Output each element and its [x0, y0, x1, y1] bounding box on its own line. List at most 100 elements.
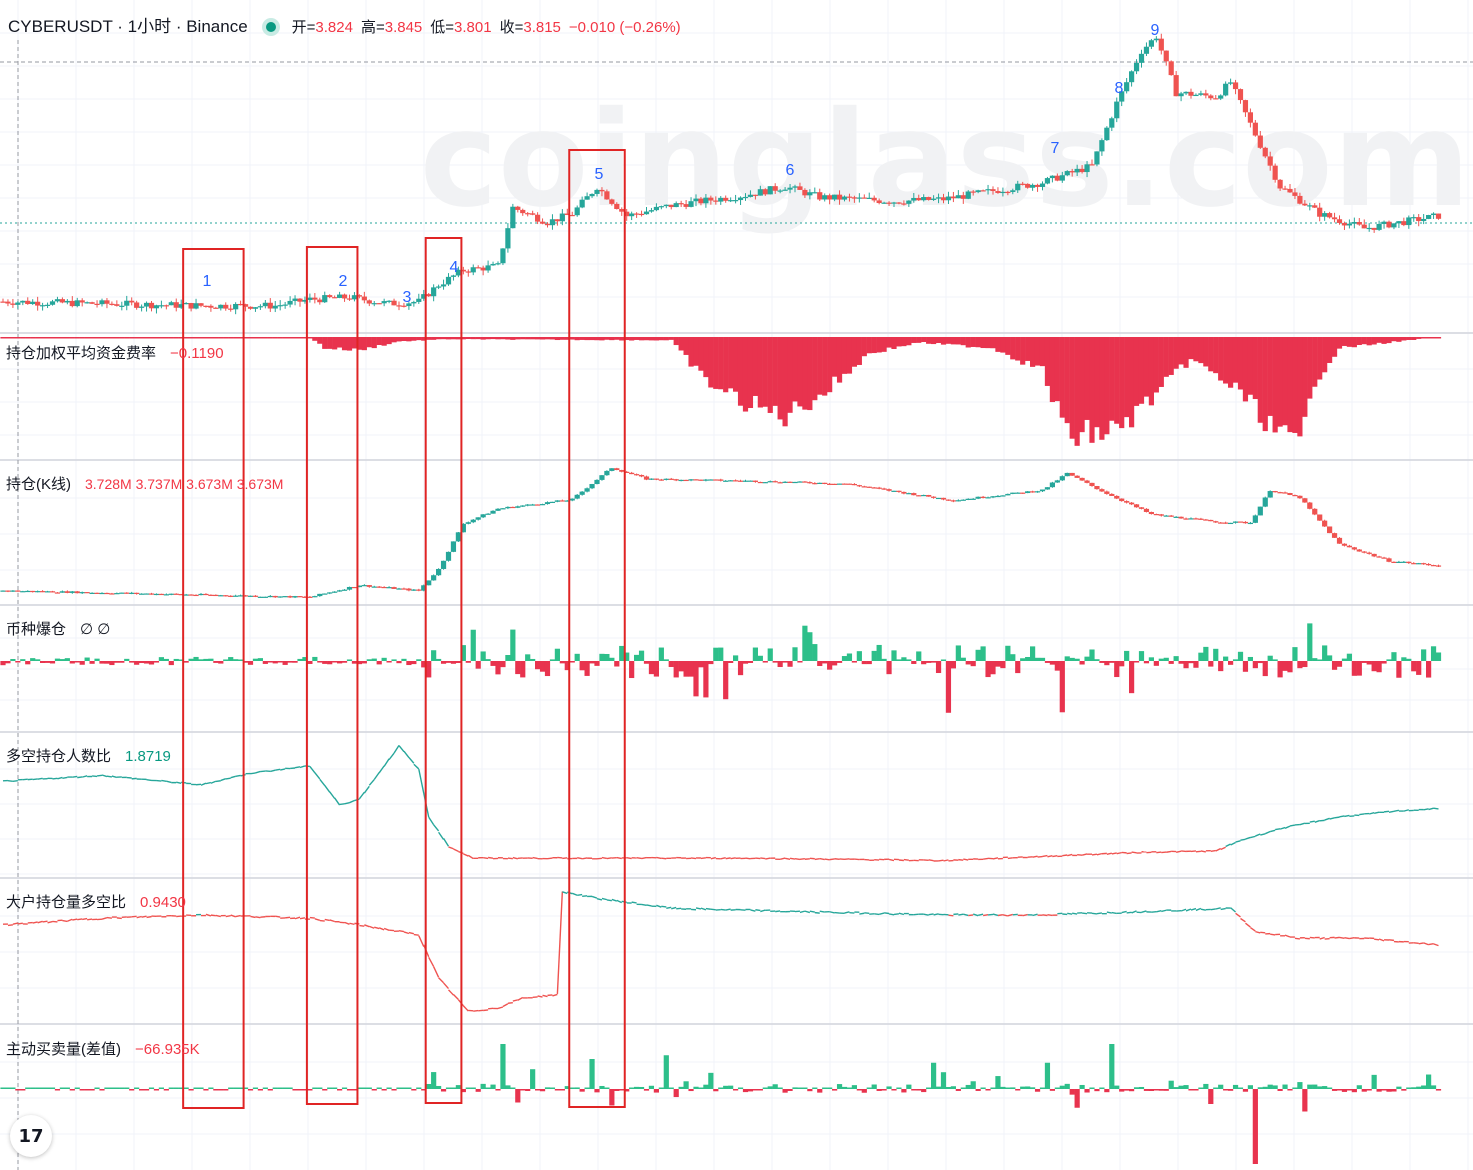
funding-bar: [1416, 337, 1422, 339]
taker-bar-sell: [475, 1089, 481, 1092]
funding-bar: [1044, 337, 1051, 386]
taker-bar-sell: [1435, 1089, 1442, 1091]
price-candle: [653, 206, 659, 211]
funding-bar: [1015, 337, 1021, 361]
liquidation-bar-long: [1322, 645, 1328, 661]
liquidation-bar-long: [35, 659, 41, 661]
taker-bar-buy: [1025, 1086, 1031, 1089]
liquidation-bar-short: [495, 661, 501, 675]
taker-bar-buy: [332, 1087, 338, 1089]
pane-legend-oi[interactable]: 持仓(K线) 3.728M 3.737M 3.673M 3.673M: [6, 476, 284, 493]
price-candle: [1030, 184, 1036, 188]
funding-bar: [312, 337, 318, 341]
taker-bar-buy: [1317, 1086, 1323, 1089]
top-ratio-segment: [329, 919, 335, 923]
oi-candle: [1396, 561, 1402, 564]
tradingview-logo[interactable]: 17: [10, 1115, 52, 1157]
liquidation-bar-short: [1426, 661, 1432, 678]
taker-bar-buy: [25, 1087, 31, 1089]
oi-candle: [728, 480, 734, 482]
ls-ratio-segment: [373, 772, 380, 780]
taker-bar-sell: [525, 1089, 531, 1091]
liquidation-bar-short: [935, 661, 942, 674]
pane-legend-funding[interactable]: 持仓加权平均资金费率 −0.1190: [6, 345, 224, 362]
price-candle: [401, 305, 407, 307]
ls-ratio-segment: [903, 858, 909, 861]
price-candle: [1401, 221, 1407, 226]
funding-bar: [158, 337, 164, 339]
price-candle: [183, 303, 189, 305]
top-ratio-segment: [631, 901, 637, 904]
oi-candle: [109, 593, 115, 595]
pane-legend-taker[interactable]: 主动买卖量(差值) −66.935K: [6, 1041, 200, 1058]
ls-ratio-segment: [789, 857, 796, 860]
price-candle: [1148, 40, 1154, 47]
funding-bar: [228, 337, 234, 339]
oi-candle: [861, 486, 867, 488]
taker-bar-buy: [233, 1087, 239, 1089]
price-candle: [366, 300, 372, 304]
price-candle: [1054, 175, 1060, 181]
taker-bar-buy: [668, 1087, 674, 1089]
funding-bar: [1267, 337, 1273, 416]
funding-bar: [163, 337, 169, 339]
funding-bar: [44, 337, 51, 339]
oi-candle: [1168, 515, 1174, 517]
top-ratio-segment: [215, 914, 221, 918]
funding-bar: [931, 337, 937, 345]
liquidation-bar-short: [1351, 661, 1357, 676]
price-candle: [376, 303, 382, 305]
ls-ratio-segment: [1230, 841, 1236, 846]
liquidation-bar-long: [1312, 658, 1318, 661]
price-candle: [208, 305, 214, 308]
taker-bar-buy: [990, 1087, 996, 1089]
liquidation-bar-long: [525, 654, 531, 661]
price-candle: [332, 297, 338, 299]
long-short-ratio-line: [2, 744, 1439, 862]
ls-ratio-segment: [1181, 850, 1187, 853]
taker-bar-buy: [1079, 1084, 1085, 1089]
taker-bar-sell: [213, 1089, 219, 1091]
symbol-title[interactable]: CYBERUSDT · 1小时 · Binance: [8, 17, 248, 36]
funding-bar: [168, 337, 174, 339]
highlight-box-1: [182, 248, 245, 1109]
liquidation-bar-long: [436, 658, 442, 661]
liquidation-bar-long: [1292, 647, 1298, 661]
liquidation-bar-long: [470, 629, 476, 661]
oi-candle: [1034, 491, 1041, 493]
taker-bar-buy: [846, 1087, 853, 1089]
price-candle: [272, 305, 278, 309]
liquidation-bar-long: [223, 659, 229, 661]
price-candle: [535, 214, 541, 222]
taker-bar-buy: [544, 1087, 551, 1089]
funding-bar: [84, 337, 90, 339]
pane-legend-liquidation[interactable]: 币种爆仓 ∅ ∅: [6, 621, 111, 638]
oi-candle: [153, 593, 160, 596]
oi-candle: [841, 483, 848, 485]
oi-candle: [1361, 551, 1367, 553]
liquidation-bar-long: [391, 659, 397, 661]
funding-bar: [183, 337, 189, 339]
pane-legend-ls-accounts[interactable]: 多空持仓人数比 1.8719: [6, 748, 171, 765]
liquidation-bar-long: [549, 659, 556, 661]
top-ratio-segment: [710, 908, 716, 911]
oi-candle: [15, 590, 21, 592]
funding-bar: [1079, 337, 1085, 433]
oi-candle: [733, 480, 739, 482]
liquidation-bar-long: [173, 658, 179, 661]
top-ratio-segment: [438, 977, 445, 984]
liquidation-bar-short: [515, 661, 521, 675]
pane-legend-top-ls[interactable]: 大户持仓量多空比 0.9430: [6, 894, 186, 911]
ls-ratio-segment: [378, 765, 385, 774]
price-candle: [99, 300, 105, 305]
funding-bar: [520, 337, 526, 340]
oi-candle: [1327, 526, 1333, 534]
taker-bar-sell: [520, 1089, 526, 1091]
liquidation-bar-long: [1020, 658, 1026, 661]
funding-bar: [733, 337, 739, 392]
ohlc-legend: 开=3.824 高=3.845 低=3.801 收=3.815 −0.010 (−0.2…: [291, 19, 681, 36]
funding-bar: [559, 337, 565, 340]
top-ratio-segment: [695, 907, 702, 910]
liquidation-bar-short: [970, 661, 976, 667]
